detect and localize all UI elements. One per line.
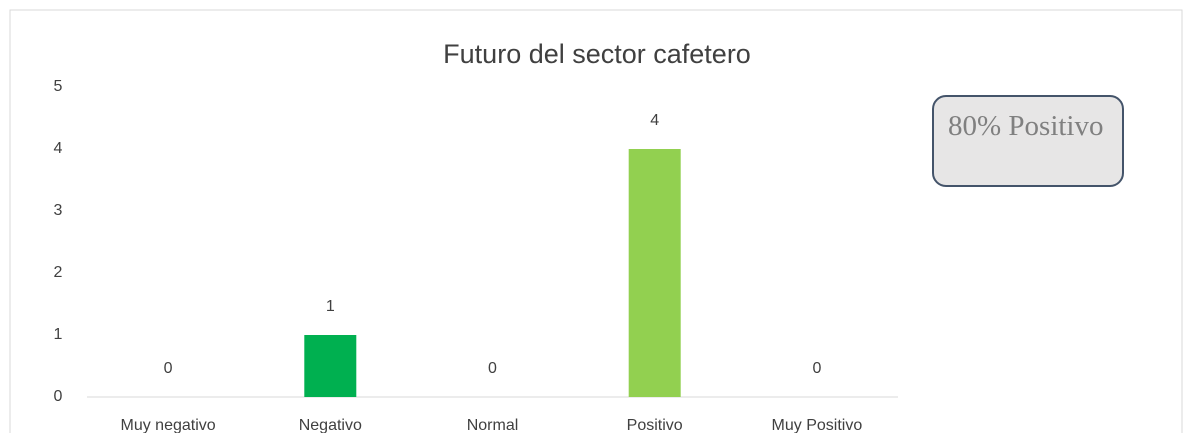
- data-label: 0: [164, 360, 173, 377]
- data-label: 4: [650, 112, 659, 129]
- data-label: 1: [326, 298, 335, 315]
- x-tick-label: Normal: [467, 417, 519, 433]
- bar: [304, 335, 357, 397]
- y-tick-label: 2: [54, 264, 63, 281]
- x-tick-label: Muy negativo: [121, 417, 216, 433]
- chart-title: Futuro del sector cafetero: [443, 39, 751, 69]
- x-tick-label: Positivo: [627, 417, 683, 433]
- y-tick-label: 5: [54, 78, 63, 95]
- data-label: 0: [812, 360, 821, 377]
- chart-border: [9, 9, 1183, 433]
- y-tick-label: 4: [54, 140, 63, 157]
- x-tick-label: Negativo: [299, 417, 362, 433]
- y-tick-label: 0: [54, 388, 63, 405]
- data-label: 0: [488, 360, 497, 377]
- bar: [628, 149, 681, 397]
- annotation: 80% Positivo: [932, 95, 1124, 187]
- y-tick-label: 3: [54, 202, 63, 219]
- y-tick-label: 1: [54, 326, 63, 343]
- x-tick-label: Muy Positivo: [772, 417, 863, 433]
